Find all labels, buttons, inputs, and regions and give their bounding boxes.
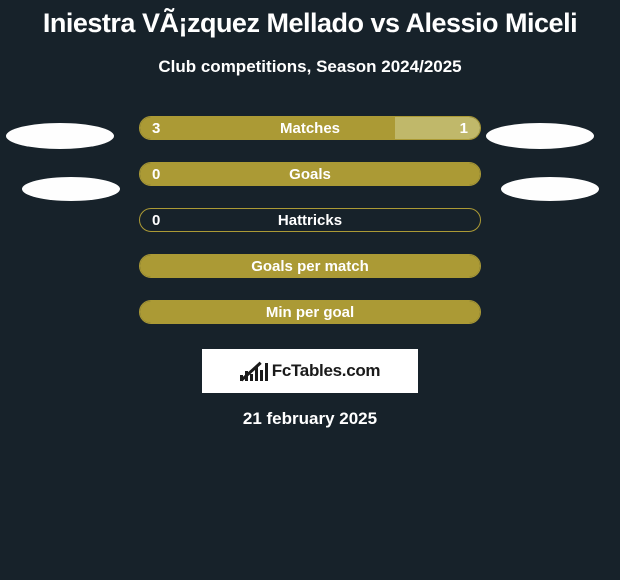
value-left: 0 [152,209,160,231]
bar-label: Goals [140,163,480,185]
value-left: 3 [152,117,160,139]
logo-bar [265,363,268,381]
bar-track: Hattricks0 [139,208,481,232]
stat-row: Hattricks0 [0,197,620,243]
stat-row: Min per goal [0,289,620,335]
logo-bars-icon [240,361,268,381]
bar-track: Min per goal [139,300,481,324]
decorative-ellipse [486,123,594,149]
bar-track: Matches3 1 [139,116,481,140]
decorative-ellipse [22,177,120,201]
logo-text: FcTables.com [272,361,381,381]
bar-label: Matches [140,117,480,139]
date-label: 21 february 2025 [0,409,620,429]
decorative-ellipse [501,177,599,201]
value-left: 0 [152,163,160,185]
logo-bar [260,370,263,381]
value-right: 1 [460,117,468,139]
bar-label: Min per goal [140,301,480,323]
bar-track: Goals per match [139,254,481,278]
bar-track: Goals0 [139,162,481,186]
decorative-ellipse [6,123,114,149]
bar-label: Hattricks [140,209,480,231]
bar-label: Goals per match [140,255,480,277]
fctables-logo: FcTables.com [202,349,418,393]
logo-bar [250,374,253,381]
page-title: Iniestra VÃ¡zquez Mellado vs Alessio Mic… [0,0,620,39]
stat-row: Goals per match [0,243,620,289]
subtitle: Club competitions, Season 2024/2025 [0,57,620,77]
